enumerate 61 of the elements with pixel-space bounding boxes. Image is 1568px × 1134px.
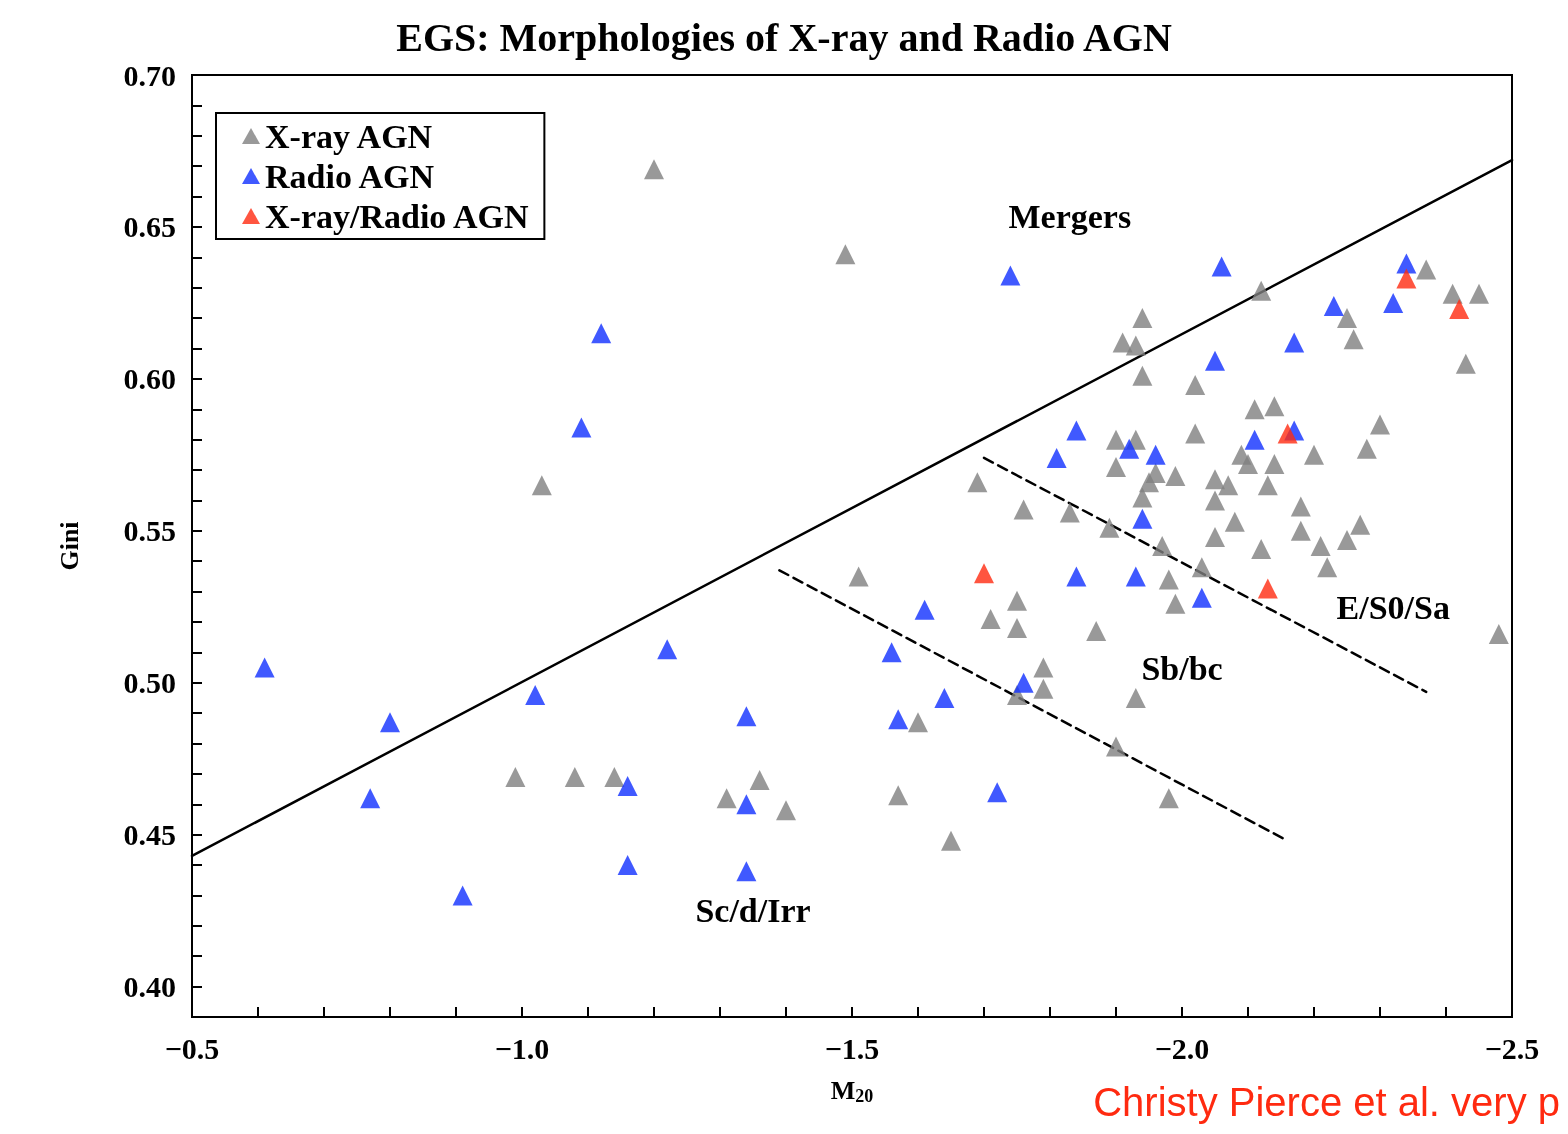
x-tick-label: −1.0: [494, 1031, 550, 1065]
point: [1449, 298, 1470, 319]
point: [525, 684, 546, 705]
point: [1000, 265, 1021, 286]
y-tick-label: 0.60: [123, 362, 176, 396]
point: [360, 788, 381, 809]
annotation: Sb/bc: [1141, 649, 1223, 687]
point: [591, 323, 612, 344]
y-tick-label: 0.40: [123, 970, 176, 1004]
point: [736, 794, 757, 815]
point: [571, 417, 592, 438]
point: [1244, 429, 1265, 450]
point: [736, 706, 757, 727]
point: [888, 709, 909, 730]
y-tick-label: 0.45: [123, 818, 176, 852]
point: [1066, 420, 1087, 441]
point: [617, 776, 638, 797]
point: [736, 861, 757, 882]
text: Christy Pierce et al. very p: [1093, 1080, 1561, 1124]
point: [1257, 578, 1278, 599]
point: [657, 639, 678, 660]
y-axis-title: Gini: [54, 521, 84, 571]
point: [452, 885, 473, 906]
y-tick-label: 0.70: [123, 58, 176, 92]
annotation: E/S0/Sa: [1336, 588, 1450, 626]
point: [1383, 292, 1404, 313]
point: [1046, 447, 1067, 468]
point: [1191, 587, 1212, 608]
y-tick-label: 0.65: [123, 210, 176, 244]
annotation: Sc/d/Irr: [695, 892, 811, 930]
x-tick-label: −1.5: [824, 1031, 880, 1065]
point: [1132, 508, 1153, 529]
point: [1284, 332, 1305, 353]
point: [914, 599, 935, 620]
point: [617, 855, 638, 876]
point: [254, 657, 275, 678]
point: [1125, 566, 1146, 587]
legend-label: X-ray/Radio AGN: [265, 197, 529, 235]
point: [1396, 253, 1417, 274]
point: [934, 687, 955, 708]
point: [881, 642, 902, 663]
x-tick-label: −0.5: [164, 1031, 220, 1065]
point: [1211, 256, 1232, 277]
x-tick-label: −2.5: [1484, 1031, 1540, 1065]
point: [1323, 295, 1344, 316]
chart-title: EGS: Morphologies of X-ray and Radio AGN: [396, 14, 1172, 60]
point: [1205, 350, 1225, 371]
point: [1066, 566, 1087, 587]
point: [974, 563, 994, 584]
y-tick-label: 0.50: [123, 666, 176, 700]
point: [1013, 672, 1034, 693]
point: [1145, 444, 1166, 465]
point: [1396, 268, 1417, 289]
annotation: Mergers: [1008, 197, 1132, 235]
point: [987, 782, 1008, 803]
legend-label: Radio AGN: [265, 157, 435, 195]
legend-label: X-ray AGN: [265, 117, 433, 155]
point: [380, 712, 400, 733]
point: [1277, 423, 1298, 444]
x-tick-label: −2.0: [1154, 1031, 1210, 1065]
y-tick-label: 0.55: [123, 514, 176, 548]
